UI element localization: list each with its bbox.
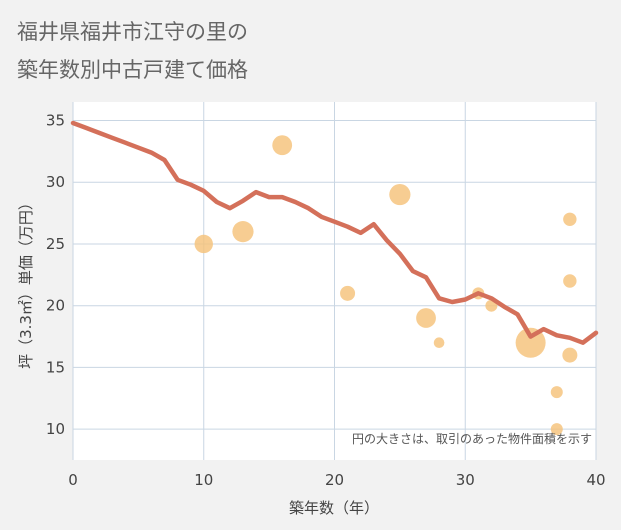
data-bubble: [272, 135, 293, 156]
y-axis-label: 坪（3.3㎡）単価（万円）: [17, 195, 35, 369]
data-bubble: [563, 274, 577, 288]
tick-label-layer: 0 10 20 30 40 10 15 20 25 30 35: [46, 112, 606, 489]
x-axis-label: 築年数（年）: [289, 499, 379, 517]
data-bubble: [389, 183, 411, 206]
chart-title-line-2: 築年数別中古戸建て価格: [17, 58, 248, 82]
y-tick-label: 15: [46, 358, 65, 376]
x-tick-label: 30: [456, 471, 475, 489]
average-price-line: [70, 120, 599, 345]
x-tick-label: 0: [68, 471, 78, 489]
y-tick-label: 30: [46, 173, 65, 191]
data-bubble: [562, 347, 578, 363]
line-layer: [70, 120, 599, 345]
y-tick-label: 10: [46, 420, 65, 438]
x-tick-label: 20: [325, 471, 344, 489]
data-bubble: [563, 212, 577, 226]
y-tick-label: 25: [46, 235, 65, 253]
chart-title-line-1: 福井県福井市江守の里の: [17, 20, 248, 44]
x-tick-label: 40: [586, 471, 605, 489]
y-tick-label: 20: [46, 297, 65, 315]
data-bubble: [340, 285, 356, 301]
data-bubble: [194, 234, 213, 254]
data-bubble: [416, 308, 436, 328]
data-bubble: [433, 337, 445, 349]
data-bubble: [515, 327, 546, 358]
chart-note: 円の大きさは、取引のあった物件面積を示す: [352, 431, 592, 446]
bubble-layer: [194, 135, 578, 436]
data-bubble: [232, 221, 254, 243]
y-tick-label: 35: [46, 112, 65, 130]
data-bubble: [550, 423, 563, 436]
grid-layer: [72, 102, 597, 460]
data-bubble: [550, 386, 563, 399]
x-tick-label: 10: [194, 471, 213, 489]
